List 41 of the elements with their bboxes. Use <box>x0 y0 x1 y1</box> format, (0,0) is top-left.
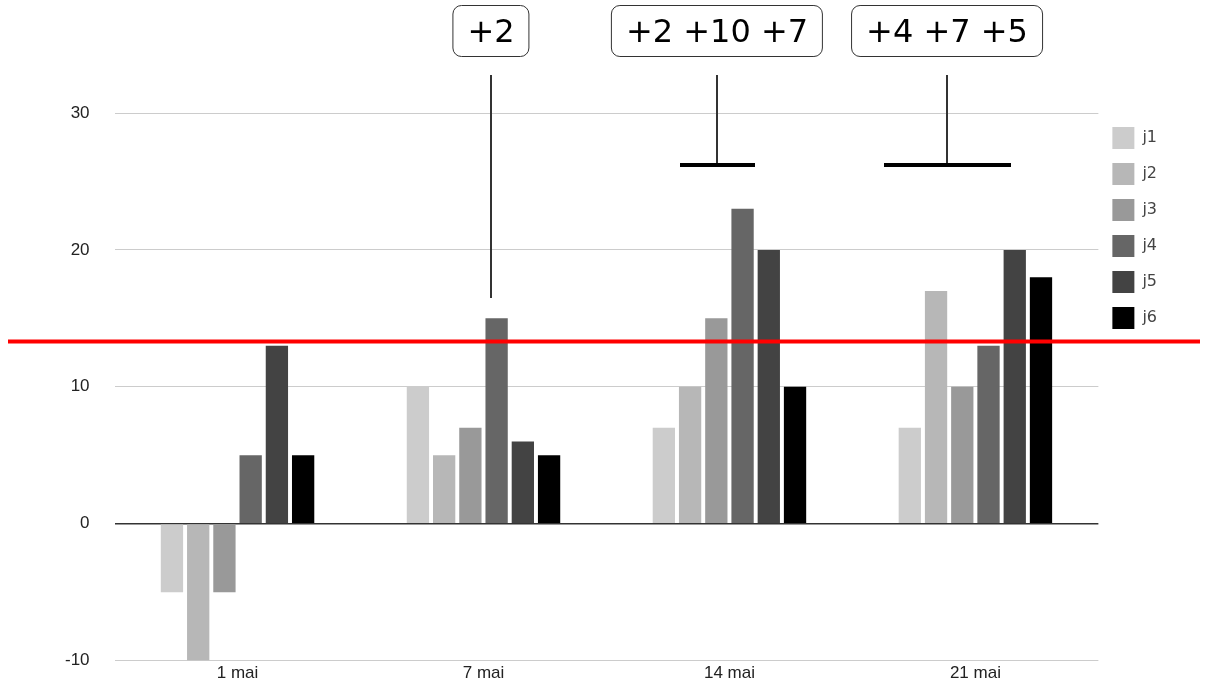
bar <box>265 345 289 523</box>
bar <box>757 249 780 523</box>
text: +2 +10 +7 <box>610 5 824 57</box>
y-tick-label: 20 <box>70 239 90 259</box>
bar <box>537 455 561 523</box>
bar <box>731 208 754 523</box>
text: +4 +7 +5 <box>851 5 1043 57</box>
x-tick-label: 14 mai <box>703 663 755 683</box>
bar <box>652 427 676 523</box>
y-tick-label: 0 <box>80 513 90 533</box>
bar <box>511 441 534 523</box>
bar <box>977 345 1000 523</box>
text: +2 <box>452 5 530 57</box>
bar <box>291 455 315 523</box>
y-tick-label: -10 <box>64 650 90 670</box>
bar <box>678 386 702 523</box>
y-tick-label: 30 <box>70 102 90 122</box>
bar <box>924 290 948 523</box>
bar <box>213 524 236 593</box>
bar <box>239 455 262 523</box>
bar <box>459 427 482 523</box>
bar <box>160 524 184 593</box>
x-tick-label: 1 mai <box>216 663 259 683</box>
bar <box>1003 249 1026 523</box>
bar <box>1029 277 1053 523</box>
bar <box>187 524 210 661</box>
legend-label: j2 <box>1141 163 1157 183</box>
legend-label: j4 <box>1141 235 1157 255</box>
bar <box>433 455 456 523</box>
bar <box>783 386 807 523</box>
y-tick-label: 10 <box>70 376 90 396</box>
legend-label: j6 <box>1141 307 1157 327</box>
bar <box>898 427 921 523</box>
legend-label: j5 <box>1141 271 1157 291</box>
x-tick-label: 21 mai <box>949 663 1001 683</box>
legend-label: j3 <box>1141 199 1157 219</box>
bar <box>705 318 728 523</box>
legend-label: j1 <box>1141 127 1157 147</box>
bar <box>485 318 508 523</box>
x-tick-label: 7 mai <box>462 663 505 683</box>
bar <box>951 386 974 523</box>
